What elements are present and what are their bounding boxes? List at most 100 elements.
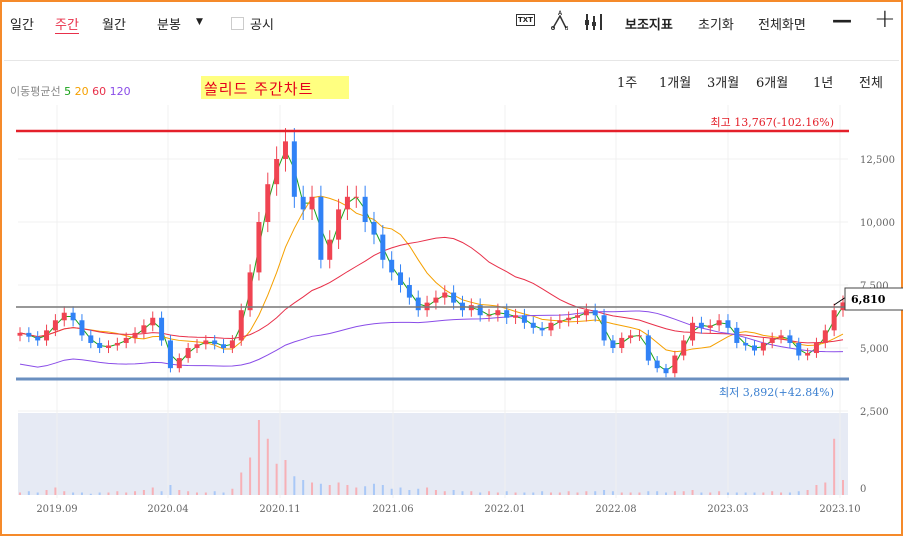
candle-body [566,317,572,321]
candle-body [636,335,642,337]
y-tick-label: 10,000 [860,218,895,229]
tab-monthly[interactable]: 월간 [102,18,126,33]
volume-bar [319,483,322,495]
volume-bar [505,491,508,495]
high-label: 최고 13,767(-102.16%) [711,116,834,129]
x-tick-label: 2022.01 [484,504,525,515]
volume-bar [284,460,287,495]
tab-daily[interactable]: 일간 [10,18,34,33]
ma-line-60 [19,236,844,344]
volume-bar [735,492,738,495]
candle-body [663,368,669,374]
candle-body [344,196,350,210]
candle-body [167,340,173,369]
range-1w[interactable]: 1주 [617,76,638,91]
volume-bar [709,492,712,495]
candle-body [336,209,342,240]
x-tick-label: 2023.03 [707,504,748,515]
x-tick-label: 2019.09 [36,504,77,515]
fullscreen-button[interactable]: 전체화면 [758,18,806,33]
candle-body [557,320,563,323]
candle-body [70,312,76,321]
volume-bar [594,491,597,495]
volume-bar [452,490,455,495]
range-1y[interactable]: 1년 [813,76,834,91]
candle-body [734,327,740,343]
candle-body [654,360,660,369]
candle-body [371,222,377,235]
volume-bar [470,491,473,495]
reset-button[interactable]: 초기화 [698,18,734,33]
volume-bar [408,490,411,495]
candle-body [716,320,722,326]
volume-bar [63,491,66,495]
volume-bar [620,492,623,495]
candle-body [690,322,696,341]
volume-bar [656,491,659,495]
volume-bar [549,492,552,495]
tab-weekly[interactable]: 주간 [55,14,79,34]
ma-20: 20 [74,85,89,98]
volume-bar [753,492,756,495]
candle-body [433,297,439,303]
volume-bar [532,492,535,495]
candle-body [26,332,32,337]
volume-bar [169,485,172,495]
candle-body [521,315,527,323]
volume-bar [417,488,420,495]
volume-bar [45,490,48,495]
candle-body [548,322,554,331]
candle-body [619,337,625,348]
volume-bar [27,491,30,495]
candle-body [725,320,731,328]
disclosure-checkbox[interactable] [231,17,244,30]
y-tick-label: 2,500 [860,407,889,418]
zoom-in-button[interactable]: + [874,4,896,34]
range-1m[interactable]: 1개월 [659,76,692,91]
ma-legend: 이동평균선 5 20 60 120 [10,83,131,99]
candle-body [150,317,156,326]
candle-body [628,335,634,338]
volume-bar [372,483,375,495]
volume-bar [691,490,694,495]
volume-bar [346,485,349,495]
zoom-out-button[interactable]: — [832,8,852,32]
candle-settings-icon[interactable] [584,12,604,32]
candle-body [229,340,235,348]
volume-bar [797,491,800,495]
ma-line-20 [19,195,844,353]
indicators-button[interactable]: 보조지표 [625,18,673,33]
x-tick-label: 2022.08 [595,504,636,515]
volume-bar [19,492,21,495]
candle-body [159,317,165,341]
dropdown-icon[interactable]: ▼ [196,17,203,27]
tab-minute[interactable]: 분봉 [157,18,181,33]
candle-body [123,337,129,343]
volume-bar [231,488,234,495]
candle-body [88,335,94,343]
candle-body [52,320,58,331]
candle-body [813,342,819,354]
volume-bar [718,491,721,495]
candle-body [760,342,766,351]
candle-body [185,348,191,359]
range-all[interactable]: 전체 [859,76,883,91]
volume-bar [364,486,367,495]
volume-bar [142,490,145,495]
volume-bar [833,438,836,495]
candle-body [353,196,359,198]
volume-bar [479,492,482,495]
text-annotation-icon[interactable]: TXT [516,14,535,26]
range-6m[interactable]: 6개월 [756,76,789,91]
volume-bar [762,492,765,495]
candle-body [274,159,280,185]
range-3m[interactable]: 3개월 [707,76,740,91]
volume-panel [18,413,848,495]
candle-body [752,345,758,351]
candle-body [530,322,536,328]
volume-bar [195,492,198,495]
candle-body [406,285,412,298]
candle-body [778,335,784,338]
